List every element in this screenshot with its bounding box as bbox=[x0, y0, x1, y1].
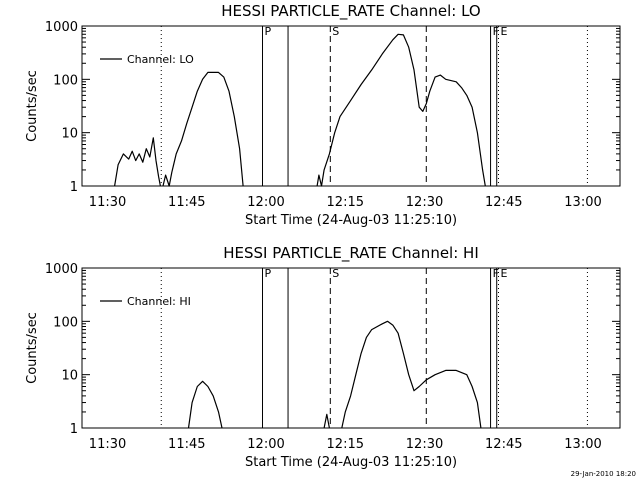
x-tick-label: 11:30 bbox=[89, 195, 126, 210]
series-line bbox=[341, 320, 482, 429]
y-axis-label: Counts/sec bbox=[25, 312, 40, 384]
series-line bbox=[316, 33, 486, 187]
x-tick-label: 11:45 bbox=[168, 437, 205, 452]
x-tick-label: 12:00 bbox=[247, 437, 284, 452]
y-tick-label: 1 bbox=[70, 180, 78, 195]
marker-label: F bbox=[493, 25, 499, 38]
y-tick-label: 10 bbox=[61, 127, 78, 142]
series-line bbox=[187, 380, 223, 429]
y-tick-label: 100 bbox=[53, 73, 78, 88]
x-axis-label: Start Time (24-Aug-03 11:25:10) bbox=[245, 213, 457, 228]
x-tick-label: 11:45 bbox=[168, 195, 205, 210]
marker-label: S bbox=[332, 25, 339, 38]
y-axis-label: Counts/sec bbox=[25, 70, 40, 142]
marker-label: S bbox=[332, 267, 339, 280]
x-tick-label: 12:45 bbox=[485, 195, 522, 210]
x-tick-label: 12:45 bbox=[485, 437, 522, 452]
x-tick-label: 13:00 bbox=[564, 437, 601, 452]
panel-channel-lo: HESSI PARTICLE_RATE Channel: LO 11:30 11:4… bbox=[25, 2, 621, 228]
x-tick-label: 12:30 bbox=[406, 437, 443, 452]
y-tick-label: 1000 bbox=[45, 262, 78, 277]
x-tick-label: 11:30 bbox=[89, 437, 126, 452]
series-line bbox=[323, 413, 330, 429]
chart-title: HESSI PARTICLE_RATE Channel: HI bbox=[223, 244, 479, 263]
marker-label: P bbox=[265, 25, 272, 38]
series-line bbox=[114, 137, 161, 187]
y-tick-label: 1 bbox=[70, 422, 78, 437]
x-tick-label: 12:15 bbox=[327, 437, 364, 452]
x-axis-label: Start Time (24-Aug-03 11:25:10) bbox=[245, 455, 457, 470]
y-tick-label: 1000 bbox=[45, 20, 78, 35]
chart-title: HESSI PARTICLE_RATE Channel: LO bbox=[221, 2, 480, 21]
panel-channel-hi: HESSI PARTICLE_RATE Channel: HI 11:30 11:4… bbox=[25, 244, 621, 470]
x-tick-label: 12:00 bbox=[247, 195, 284, 210]
y-tick-label: 100 bbox=[53, 315, 78, 330]
marker-label: E bbox=[500, 267, 507, 280]
y-tick-label: 10 bbox=[61, 369, 78, 384]
series-line bbox=[162, 71, 244, 187]
legend-entry: Channel: HI bbox=[127, 295, 191, 308]
x-tick-label: 13:00 bbox=[564, 195, 601, 210]
marker-label: F bbox=[493, 267, 499, 280]
x-tick-label: 12:30 bbox=[406, 195, 443, 210]
marker-label: P bbox=[265, 267, 272, 280]
x-tick-label: 12:15 bbox=[327, 195, 364, 210]
legend-entry: Channel: LO bbox=[127, 53, 194, 66]
plot-frame bbox=[81, 25, 621, 187]
marker-label: E bbox=[500, 25, 507, 38]
plot-frame bbox=[81, 267, 621, 429]
footer-timestamp: 29-Jan-2010 18:20 bbox=[571, 470, 636, 478]
